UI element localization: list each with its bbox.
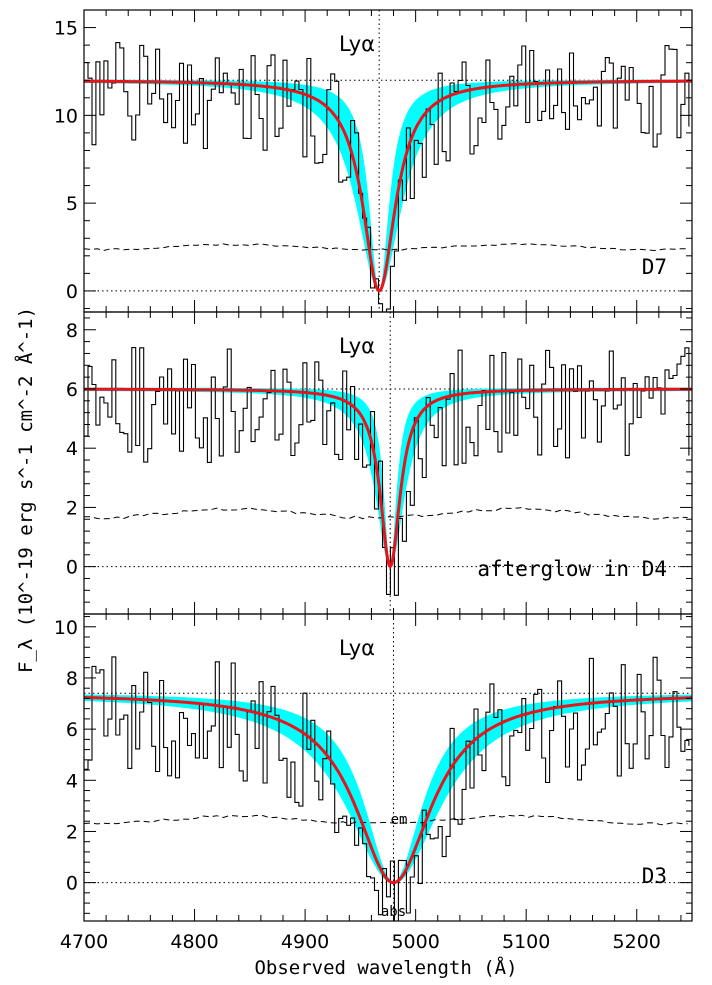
x-tick-label: 5000: [391, 931, 439, 953]
error-spectrum: [84, 814, 688, 826]
annotation-label: abs: [381, 904, 406, 920]
y-tick-label: 2: [66, 497, 78, 519]
annotation-label: em: [391, 812, 408, 828]
line-label: Lyα: [339, 334, 375, 358]
x-tick-label: 4900: [281, 931, 329, 953]
x-tick-label: 4800: [170, 931, 218, 953]
panel-plot-area: [84, 312, 692, 614]
y-tick-label: 10: [54, 105, 78, 127]
panel-plot-area: [84, 10, 692, 312]
observed-spectrum: [84, 656, 690, 921]
line-label: Lyα: [339, 32, 375, 56]
y-tick-label: 6: [66, 719, 78, 741]
panel-label: D3: [642, 864, 667, 888]
observed-spectrum: [84, 42, 690, 312]
y-axis-title: F_λ (10^-19 erg s^-1 cm^-2 Å^-1): [14, 307, 37, 673]
y-tick-label: 8: [66, 320, 78, 342]
panel-frame: [83, 613, 693, 922]
y-tick-label: 0: [66, 557, 78, 579]
y-tick-label: 4: [66, 770, 78, 792]
x-tick-label: 5100: [502, 931, 550, 953]
panel-label: D7: [642, 255, 667, 279]
y-tick-label: 6: [66, 379, 78, 401]
y-tick-label: 5: [66, 193, 78, 215]
panel-D3: 0 2 4 6 8 10 Lyα D3 em abs: [54, 613, 693, 922]
y-tick-label: 10: [54, 617, 78, 639]
best-fit-line: [84, 79, 692, 293]
observed-spectrum: [84, 347, 690, 596]
y-tick-label: 4: [66, 438, 78, 460]
x-axis: 4700 4800 4900 5000 5100 5200: [60, 931, 661, 953]
y-tick-label: 8: [66, 668, 78, 690]
y-tick-label: 0: [66, 873, 78, 895]
line-label: Lyα: [339, 636, 375, 660]
panel-label: afterglow in D4: [477, 557, 667, 581]
fit-uncertainty-band: [84, 694, 692, 884]
x-tick-label: 4700: [60, 931, 108, 953]
best-fit-line: [84, 387, 692, 570]
best-fit-line: [84, 696, 692, 885]
panel-plot-area: [84, 614, 692, 921]
error-spectrum: [84, 243, 688, 252]
panel-D7: 0 5 10 15 Lyα D7: [54, 9, 693, 313]
y-tick-label: 15: [54, 18, 78, 40]
x-tick-label: 5200: [613, 931, 661, 953]
y-tick-label: 2: [66, 821, 78, 843]
panels-group: 0 5 10 15 Lyα D7 0 2 4 6 8 Lyα afterglow in D4 0 2 4 6 8 1…: [54, 9, 693, 922]
panel-D4: 0 2 4 6 8 Lyα afterglow in D4: [66, 311, 693, 615]
error-spectrum: [84, 507, 688, 520]
x-axis-title: Observed wavelength (Å): [254, 956, 517, 979]
y-tick-label: 0: [66, 281, 78, 303]
